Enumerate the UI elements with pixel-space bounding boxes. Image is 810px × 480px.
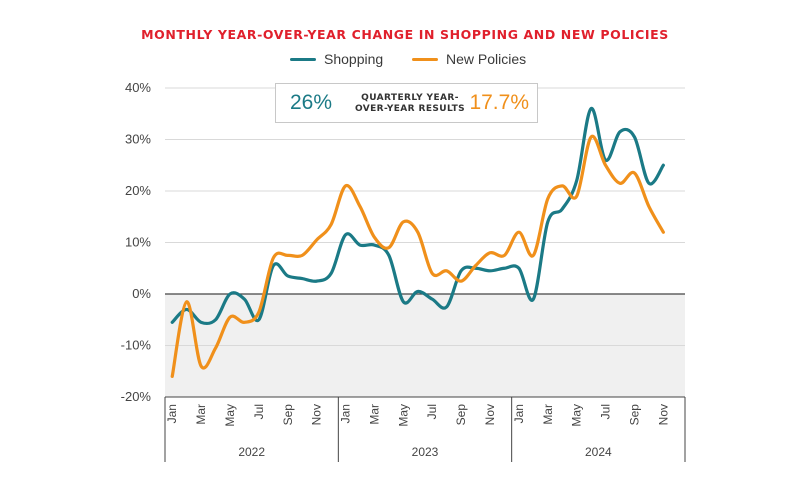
y-tick-label: 0% [132, 286, 151, 301]
x-tick-label: Sep [281, 404, 295, 426]
x-tick-label: Jan [165, 404, 179, 423]
y-tick-label: 40% [125, 80, 151, 95]
legend-item-policies: New Policies [412, 51, 526, 67]
x-tick-label: Jul [425, 404, 439, 419]
x-tick-label: Jul [599, 404, 613, 419]
x-tick-label: Sep [627, 404, 641, 426]
x-tick-label: Nov [483, 404, 497, 425]
x-tick-label: Jan [339, 404, 353, 423]
quarterly-callout: 26% QUARTERLY YEAR-OVER-YEAR RESULTS 17.… [275, 83, 538, 123]
y-tick-label: -20% [121, 389, 152, 404]
x-tick-label: May [223, 404, 237, 427]
legend-item-shopping: Shopping [290, 51, 383, 67]
year-label: 2024 [585, 445, 612, 459]
x-tick-label: May [570, 404, 584, 427]
year-label: 2022 [238, 445, 265, 459]
legend: Shopping New Policies [0, 51, 810, 71]
x-tick-label: Nov [656, 404, 670, 425]
x-tick-label: Sep [454, 404, 468, 426]
callout-shopping-value: 26% [290, 91, 333, 114]
y-tick-label: -10% [121, 338, 152, 353]
x-tick-label: Jul [252, 404, 266, 419]
x-tick-label: Jan [512, 404, 526, 423]
series-line-new-policies [170, 134, 665, 378]
y-tick-label: 20% [125, 183, 151, 198]
legend-swatch-policies [412, 57, 438, 61]
legend-swatch-shopping [290, 57, 316, 61]
y-tick-label: 30% [125, 132, 151, 147]
x-tick-label: Mar [541, 404, 555, 425]
legend-label-shopping: Shopping [324, 51, 384, 67]
x-tick-label: Mar [367, 404, 381, 425]
callout-text: QUARTERLY YEAR-OVER-YEAR RESULTS [354, 93, 466, 114]
chart-title: MONTHLY YEAR-OVER-YEAR CHANGE IN SHOPPIN… [141, 27, 669, 42]
x-tick-label: May [396, 404, 410, 427]
y-tick-label: 10% [125, 235, 151, 250]
year-label: 2023 [412, 445, 439, 459]
legend-label-policies: New Policies [446, 51, 527, 67]
x-tick-label: Mar [194, 404, 208, 425]
x-tick-label: Nov [310, 404, 324, 425]
callout-policies-value: 17.7% [469, 91, 529, 114]
